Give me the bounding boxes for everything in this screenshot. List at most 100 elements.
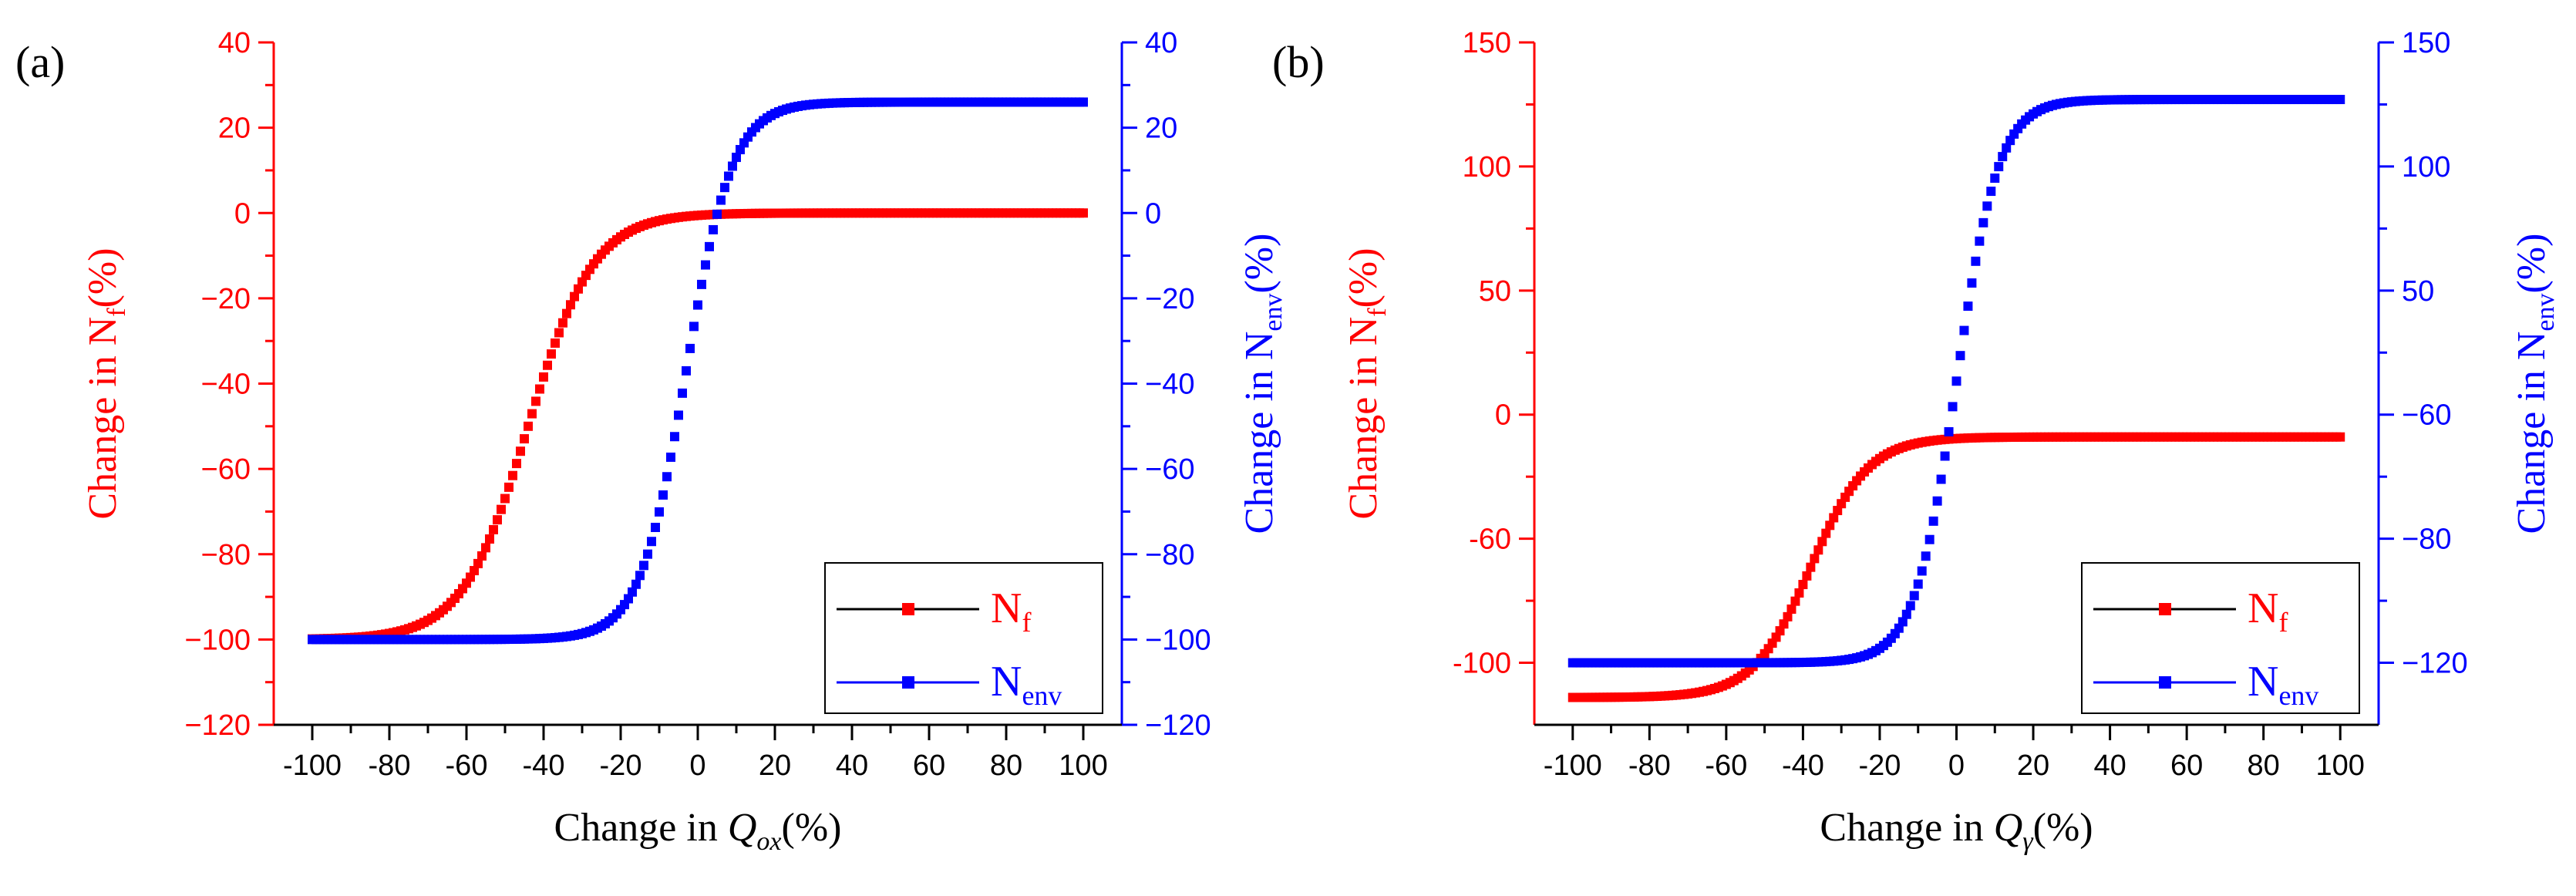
- data-point: [1901, 609, 1911, 619]
- left-y-tick-label: 0: [1495, 399, 1511, 432]
- data-point: [1921, 551, 1931, 561]
- data-point: [527, 409, 537, 419]
- left-y-tick-label: −40: [201, 369, 251, 401]
- data-point: [697, 279, 706, 289]
- data-point: [1990, 173, 2000, 184]
- right-y-tick-label: −80: [2402, 524, 2451, 556]
- right-y-axis-title: Change in Nenv(%): [2510, 234, 2560, 534]
- left-y-axis-title-sub: f: [1363, 308, 1392, 317]
- x-tick-label: 100: [2316, 749, 2365, 782]
- data-point: [658, 490, 668, 500]
- data-point: [712, 209, 722, 219]
- left-y-tick-label: 0: [234, 197, 251, 230]
- panel-label: (b): [1272, 37, 1325, 87]
- data-point: [678, 388, 687, 398]
- left-y-tick-label: 40: [218, 27, 251, 59]
- legend-label-sub: f: [1022, 607, 1031, 638]
- left-y-axis-title-prefix: Change in N: [1342, 317, 1386, 520]
- legend-label: Nenv: [991, 658, 1062, 711]
- data-point: [655, 507, 664, 517]
- data-point: [554, 328, 564, 338]
- data-point: [524, 421, 533, 431]
- series-nenv: [308, 97, 1088, 645]
- legend-box: [2081, 562, 2360, 714]
- x-axis-title-suffix: (%): [782, 806, 842, 850]
- data-point: [493, 515, 502, 525]
- data-point: [1982, 201, 1992, 211]
- data-point: [1783, 611, 1793, 621]
- data-point: [631, 579, 641, 589]
- left-y-tick-label: −80: [201, 539, 251, 571]
- data-point: [547, 349, 556, 359]
- x-tick-label: 0: [689, 749, 705, 782]
- right-y-tick-label: −120: [1145, 709, 1211, 742]
- x-axis-title: Change in Qγ(%): [1820, 806, 2093, 856]
- right-y-tick-label: −40: [1145, 369, 1194, 401]
- legend-label-name: N: [991, 658, 1022, 706]
- data-point: [1794, 588, 1804, 598]
- data-point: [1825, 520, 1835, 531]
- right-y-axis-title-prefix: Change in N: [2510, 332, 2554, 534]
- x-tick-label: 20: [2017, 749, 2049, 782]
- data-point: [473, 558, 483, 568]
- data-point: [1951, 376, 1961, 386]
- legend-label-sub: env: [1022, 680, 1062, 711]
- x-axis-title-sub: ox: [756, 827, 781, 856]
- data-point: [1944, 426, 1954, 436]
- legend-label-sub: f: [2278, 607, 2288, 638]
- x-tick-label: -100: [1544, 749, 1602, 782]
- left-y-axis-title: Change in Nf(%): [81, 248, 131, 519]
- panel-a: (a) -100 -80 -60 -40 -20 0 20 40 60 80 100 40 20 0 −20 −…: [15, 27, 1288, 856]
- x-axis-title-prefix: Change in: [554, 806, 728, 850]
- x-axis-title-var: Q: [1994, 806, 2023, 850]
- left-y-axis-title: Change in Nf(%): [1342, 248, 1392, 519]
- data-point: [1079, 97, 1088, 107]
- data-point: [1829, 513, 1839, 523]
- data-point: [485, 534, 494, 544]
- left-y-axis-title-suffix: (%): [81, 248, 125, 308]
- x-tick-label: 60: [913, 749, 945, 782]
- data-point: [508, 470, 517, 480]
- data-point: [670, 432, 679, 442]
- left-y-tick-label: 100: [1463, 151, 1511, 184]
- data-point: [705, 241, 714, 251]
- x-tick-label: -80: [369, 749, 411, 782]
- right-y-tick-label: −120: [2402, 648, 2468, 680]
- data-point: [500, 493, 510, 504]
- x-axis-title-sub: γ: [2022, 827, 2034, 856]
- data-point: [1948, 402, 1958, 412]
- data-point: [520, 434, 529, 444]
- right-y-tick-label: −20: [1145, 283, 1194, 315]
- legend-marker: [2159, 676, 2171, 689]
- legend-marker: [902, 676, 914, 689]
- x-tick-label: -40: [1782, 749, 1824, 782]
- data-point: [2335, 432, 2345, 442]
- data-point: [1913, 579, 1923, 589]
- x-tick-label: -100: [283, 749, 342, 782]
- x-tick-label: 80: [2248, 749, 2280, 782]
- data-point: [647, 537, 656, 547]
- data-point: [1928, 516, 1938, 526]
- left-y-tick-label: 20: [218, 113, 251, 145]
- data-point: [1909, 591, 1919, 601]
- data-point: [1986, 187, 1996, 197]
- data-point: [566, 300, 575, 310]
- data-point: [1975, 236, 1985, 246]
- data-point: [1810, 554, 1820, 564]
- x-axis-title-suffix: (%): [2033, 806, 2093, 850]
- data-point: [1806, 562, 1816, 572]
- left-y-tick-label: -60: [1469, 524, 1511, 556]
- data-point: [651, 522, 660, 532]
- data-point: [558, 318, 567, 328]
- data-point: [1963, 301, 1973, 312]
- left-y-axis-title-sub: f: [103, 308, 131, 317]
- data-point: [1790, 596, 1800, 606]
- data-point: [1932, 496, 1942, 506]
- x-tick-label: -80: [1628, 749, 1671, 782]
- x-tick-label: 0: [1948, 749, 1965, 782]
- data-point: [643, 549, 652, 559]
- legend-marker: [2159, 603, 2171, 615]
- right-y-tick-label: 40: [1145, 27, 1177, 59]
